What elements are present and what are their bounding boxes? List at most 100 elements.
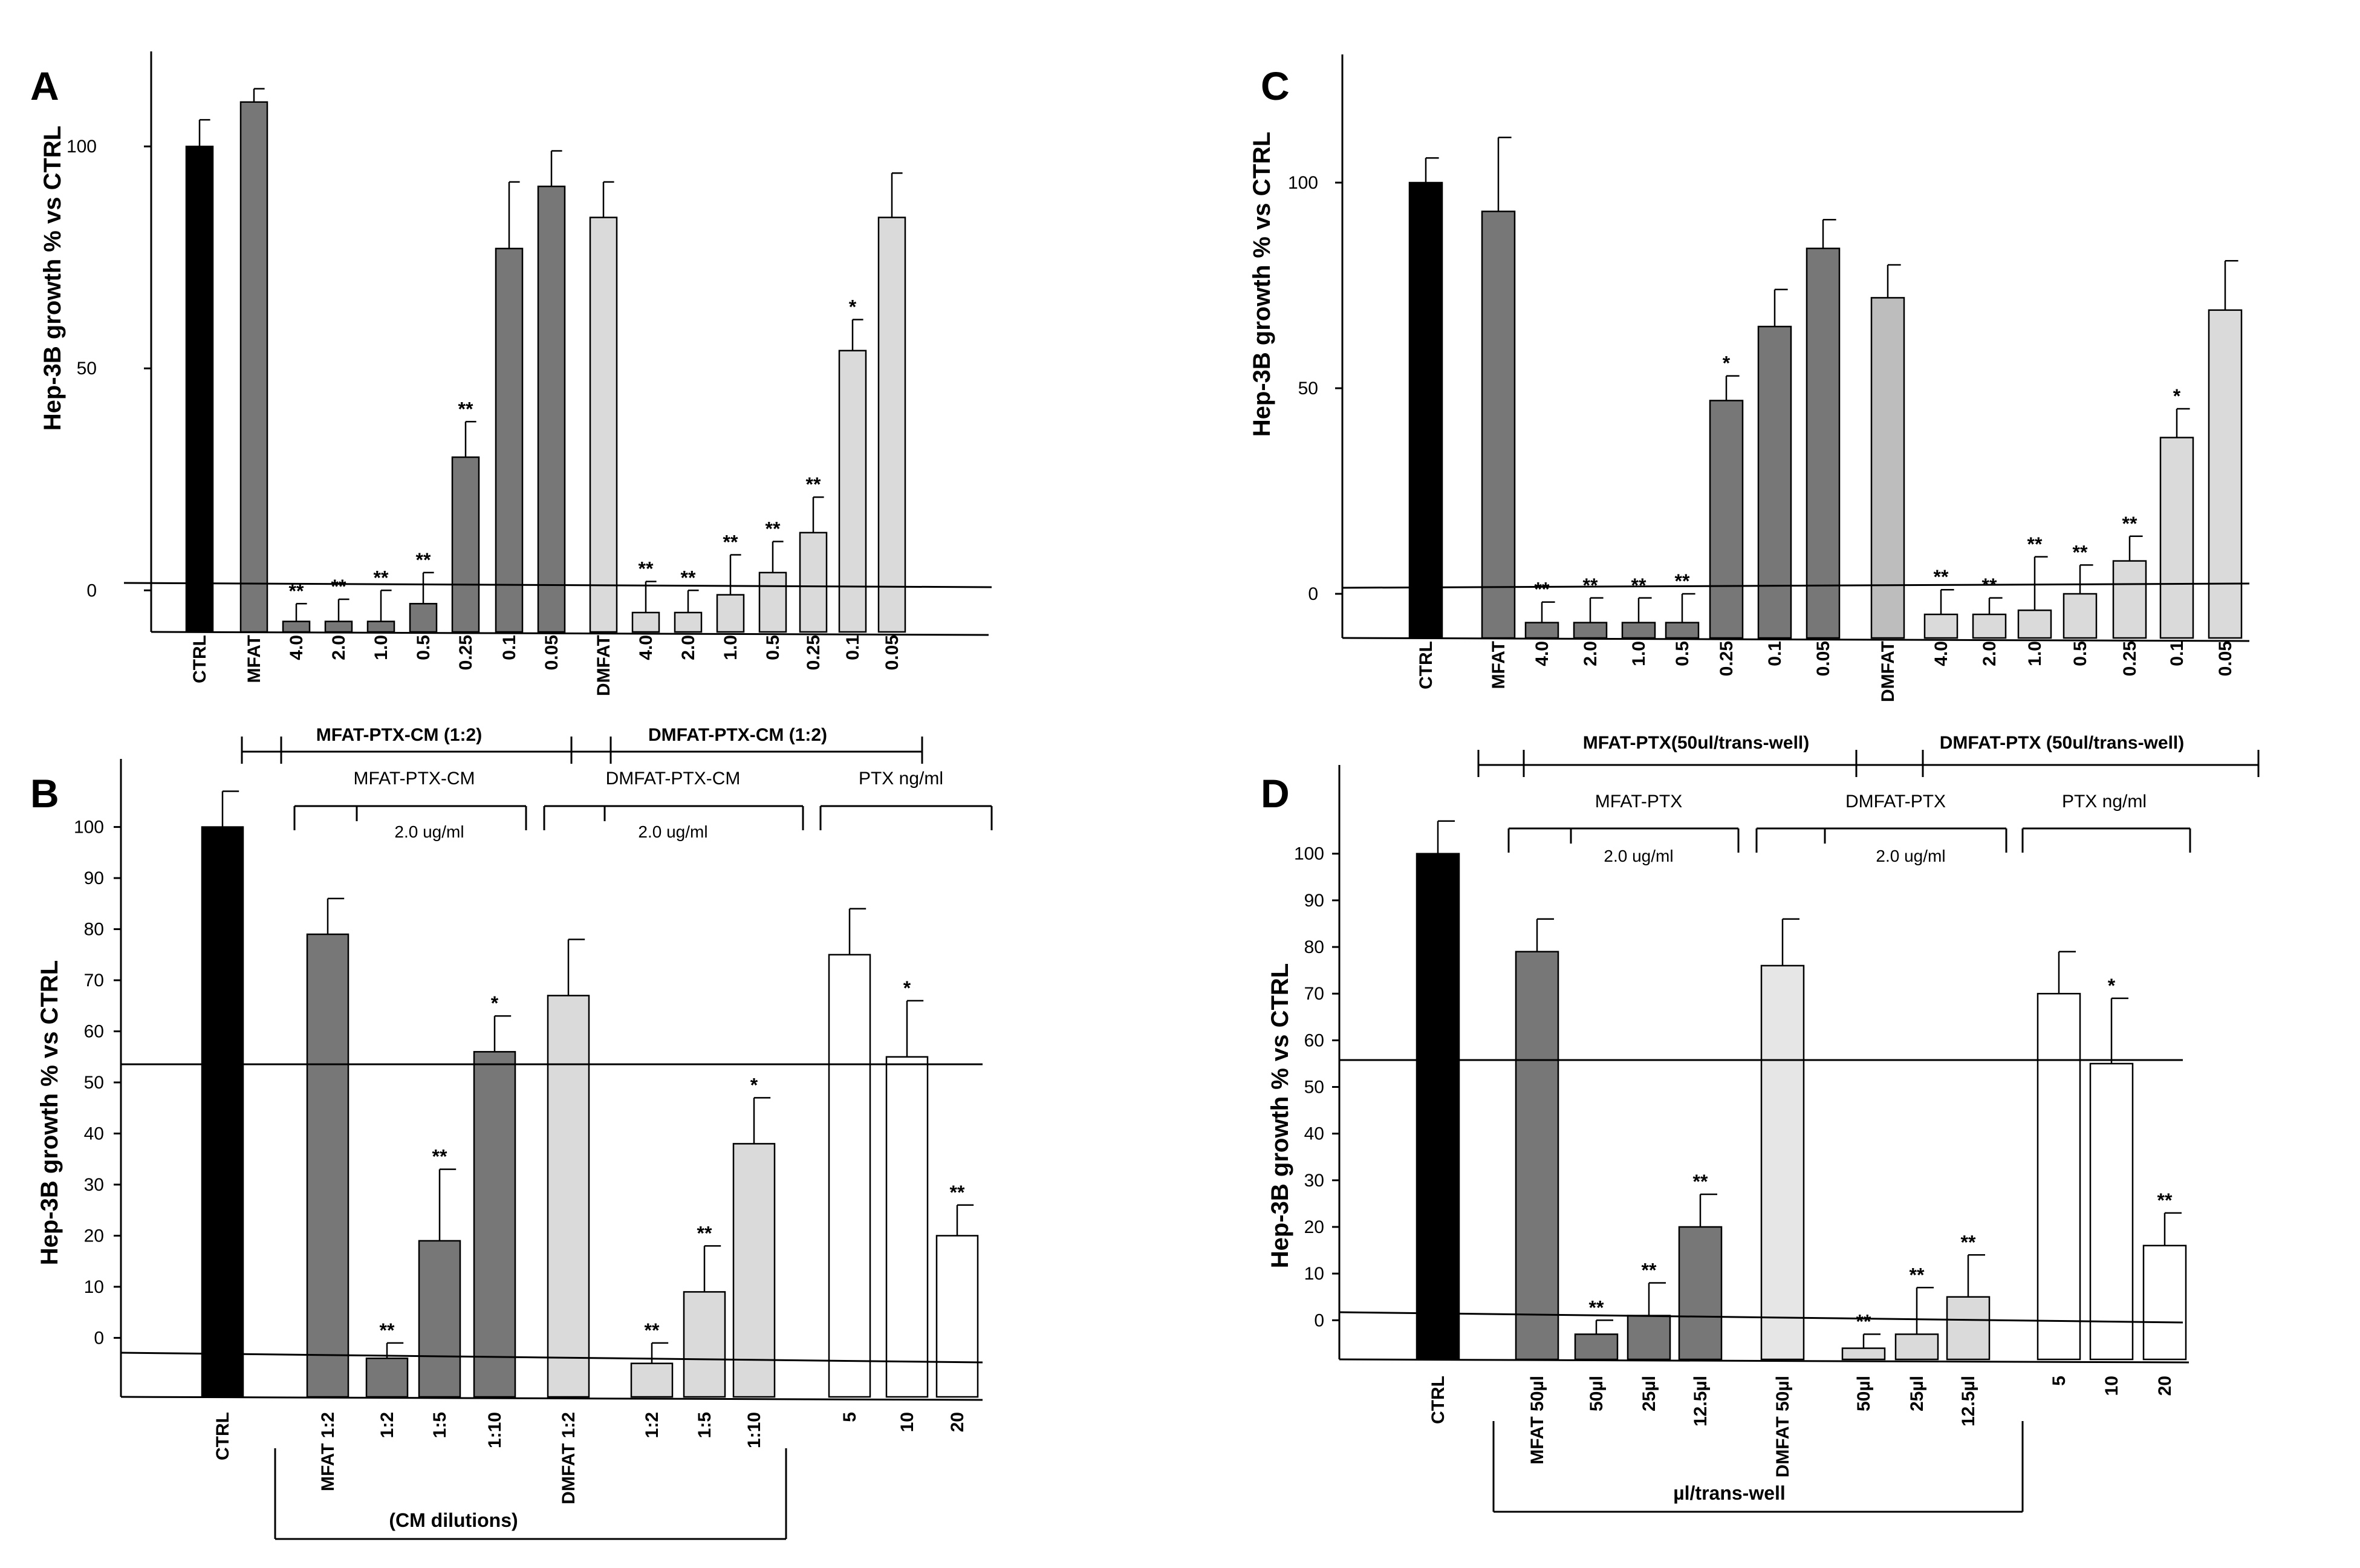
- significance-mark: **: [645, 1319, 660, 1341]
- category-label: 0.05: [542, 635, 562, 670]
- y-tick-label: 90: [84, 868, 104, 888]
- category-label: 4.0: [287, 635, 307, 660]
- significance-mark: **: [2073, 541, 2088, 563]
- bar-0.25: [2112, 560, 2147, 639]
- significance-mark: **: [639, 558, 654, 580]
- bar-0.25: [451, 456, 480, 633]
- bar-10: [885, 1056, 929, 1398]
- bar-25µl: [1894, 1333, 1939, 1361]
- category-label: 25µl: [1639, 1376, 1659, 1411]
- category-label: DMFAT 50µl: [1773, 1376, 1793, 1477]
- significance-mark: *: [491, 992, 499, 1014]
- y-axis-label: Hep-3B growth % vs CTRL: [1267, 963, 1293, 1268]
- significance-mark: **: [950, 1182, 965, 1203]
- x-axis-line: [120, 1396, 983, 1401]
- bar-50µl: [1574, 1333, 1619, 1361]
- bar-1.0: [2017, 609, 2052, 639]
- significance-mark: *: [1723, 353, 1731, 374]
- reference-line: [123, 582, 992, 588]
- category-label: 5: [840, 1412, 860, 1422]
- y-tick-label: 90: [1304, 891, 1324, 911]
- category-label: 50µl: [1587, 1376, 1607, 1411]
- category-label: 10: [2102, 1376, 2122, 1396]
- bar-0.1: [2159, 437, 2194, 639]
- bar-0.25: [799, 532, 828, 633]
- bracket-title: MFAT-PTX: [1595, 792, 1682, 812]
- bracket-title: DMFAT-PTX-CM: [606, 769, 741, 789]
- category-label: 20: [2155, 1376, 2175, 1396]
- significance-mark: **: [1910, 1264, 1925, 1286]
- bottom-bracket-label: µl/trans-well: [1673, 1482, 1786, 1504]
- category-label: 1:10: [744, 1412, 764, 1448]
- bracket-subtitle: 2.0 ug/ml: [1876, 847, 1945, 865]
- category-label: 2.0: [329, 635, 349, 660]
- bar-CTRL: [1408, 181, 1443, 639]
- y-tick-label: 70: [1304, 984, 1324, 1004]
- y-tick-label: 100: [67, 137, 97, 157]
- bar-4.0: [282, 620, 311, 633]
- zero-line: [1339, 1311, 2183, 1324]
- category-label: CTRL: [1416, 641, 1436, 689]
- bar-0.05: [1806, 247, 1841, 639]
- bar-1.0: [366, 620, 395, 633]
- bar-1:5: [418, 1240, 461, 1398]
- category-label: 20: [948, 1412, 967, 1432]
- category-label: 0.5: [1672, 641, 1692, 666]
- significance-mark: **: [2122, 513, 2137, 535]
- category-label: CTRL: [213, 1412, 233, 1460]
- zero-line: [120, 1352, 983, 1364]
- category-label: 1:2: [642, 1412, 662, 1438]
- bracket-title: PTX ng/ml: [859, 769, 943, 789]
- category-label: 2.0: [1581, 641, 1601, 666]
- significance-mark: **: [416, 549, 431, 571]
- bar-0.5: [2063, 593, 2098, 639]
- bar-0.25: [1709, 400, 1744, 639]
- bracket-subtitle: 2.0 ug/ml: [1604, 847, 1673, 865]
- category-label: CTRL: [1428, 1376, 1448, 1424]
- significance-mark: **: [331, 576, 346, 597]
- category-label: 0.1: [2167, 641, 2187, 666]
- significance-mark: **: [1583, 574, 1598, 596]
- category-label: 10: [897, 1412, 917, 1432]
- bracket-title: PTX ng/ml: [2062, 792, 2147, 812]
- bar-2.0: [674, 611, 703, 633]
- y-tick-label: 80: [1304, 937, 1324, 957]
- bar-DMFAT: [589, 216, 618, 633]
- bar-1.0: [1621, 622, 1656, 639]
- significance-mark: **: [1856, 1310, 1871, 1332]
- category-label: 4.0: [1532, 641, 1552, 666]
- bar-DMFAT: [1870, 297, 1905, 639]
- category-label: CTRL: [190, 635, 210, 683]
- bar-50µl: [1841, 1347, 1886, 1361]
- y-tick-label: 40: [84, 1124, 104, 1143]
- group-label: MFAT-PTX(50ul/trans-well): [1583, 733, 1810, 753]
- bar-20: [2142, 1244, 2187, 1361]
- y-tick-label: 10: [1304, 1264, 1324, 1284]
- significance-mark: *: [849, 296, 857, 317]
- category-label: DMFAT: [594, 635, 614, 696]
- bar-0.5: [1665, 622, 1700, 639]
- category-label: 0.05: [2215, 641, 2235, 676]
- category-label: 12.5µl: [1691, 1376, 1711, 1426]
- bar-5: [2037, 992, 2081, 1361]
- significance-mark: **: [458, 398, 473, 420]
- category-label: MFAT 1:2: [318, 1412, 338, 1491]
- bracket-title: DMFAT-PTX: [1845, 792, 1946, 812]
- y-tick-label: 30: [84, 1175, 104, 1195]
- bar-1:2: [630, 1362, 674, 1398]
- y-tick-label: 100: [1288, 173, 1318, 193]
- y-tick-label: 0: [86, 581, 97, 600]
- significance-mark: **: [1693, 1171, 1708, 1192]
- category-label: 1.0: [721, 635, 741, 660]
- bar-5: [828, 954, 871, 1398]
- significance-mark: **: [380, 1319, 395, 1341]
- reference-line: [1342, 582, 2250, 589]
- significance-mark: **: [806, 473, 821, 495]
- y-tick-label: 100: [74, 818, 104, 838]
- category-label: DMFAT: [1878, 641, 1898, 702]
- bar-12.5µl: [1678, 1226, 1723, 1361]
- significance-mark: *: [750, 1074, 758, 1096]
- significance-mark: **: [1535, 579, 1550, 600]
